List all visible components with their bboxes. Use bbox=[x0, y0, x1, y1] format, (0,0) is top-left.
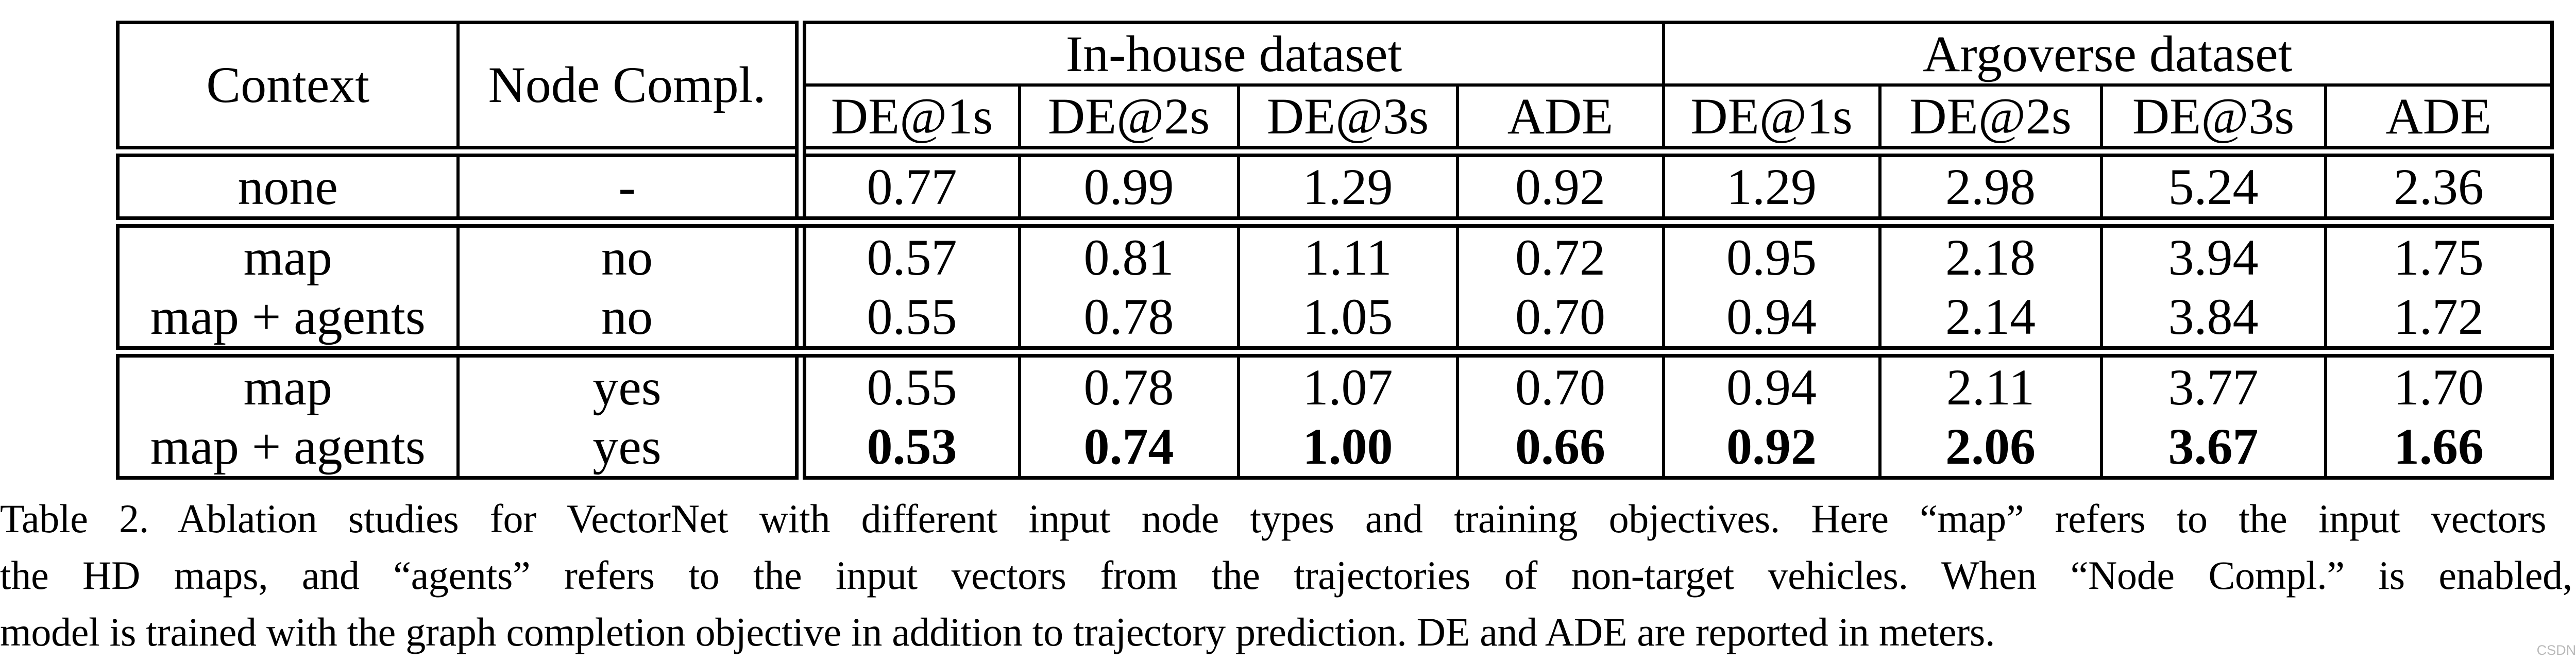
context-cell: none bbox=[116, 146, 460, 228]
node-compl-cell: - bbox=[456, 146, 802, 228]
node-compl-cell: no bbox=[456, 287, 802, 358]
metric-cell: 1.29 bbox=[1662, 146, 1882, 228]
metric-cell: 0.70 bbox=[1455, 287, 1665, 358]
col-header-node-compl: Node Compl. bbox=[456, 21, 802, 153]
metric-cell: 0.55 bbox=[794, 287, 1021, 358]
subcol-header-de2s: DE@2s bbox=[1018, 83, 1240, 153]
context-cell: map + agents bbox=[116, 417, 460, 480]
subcol-header-ade: ADE bbox=[2324, 83, 2554, 153]
metric-cell: 2.36 bbox=[2324, 146, 2554, 228]
metric-cell: 0.70 bbox=[1455, 350, 1665, 417]
metric-cell: 2.11 bbox=[1878, 350, 2103, 417]
metric-cell: 0.81 bbox=[1018, 221, 1240, 287]
metric-cell: 3.77 bbox=[2099, 350, 2327, 417]
metric-cell: 1.70 bbox=[2324, 350, 2554, 417]
metric-cell: 3.84 bbox=[2099, 287, 2327, 358]
metric-cell: 2.06 bbox=[1878, 417, 2103, 480]
metric-cell: 0.78 bbox=[1018, 287, 1240, 358]
table-row-map-agents-no: map + agents no 0.55 0.78 1.05 0.70 0.94… bbox=[116, 287, 2554, 358]
metric-cell: 1.00 bbox=[1236, 417, 1459, 480]
metric-cell: 1.75 bbox=[2324, 221, 2554, 287]
group-header-argoverse-dataset: Argoverse dataset bbox=[1662, 21, 2554, 87]
metric-cell: 0.72 bbox=[1455, 221, 1665, 287]
metric-cell: 1.66 bbox=[2324, 417, 2554, 480]
metric-cell: 3.94 bbox=[2099, 221, 2327, 287]
context-cell: map + agents bbox=[116, 287, 460, 358]
metric-cell: 0.77 bbox=[794, 146, 1021, 228]
header-row-metrics: DE@1s DE@2s DE@3s ADE DE@1s DE@2s DE@3s … bbox=[118, 83, 2554, 153]
metric-cell: 1.07 bbox=[1236, 350, 1459, 417]
node-compl-cell: no bbox=[456, 221, 802, 287]
metric-cell: 0.92 bbox=[1455, 146, 1665, 228]
metric-cell: 0.94 bbox=[1662, 287, 1882, 358]
subcol-header-de3s: DE@3s bbox=[2099, 83, 2327, 153]
subcol-header-de1s: DE@1s bbox=[1662, 83, 1882, 153]
col-header-context: Context bbox=[116, 21, 460, 153]
caption-line-1: Table 2. Ablation studies for VectorNet … bbox=[0, 496, 2576, 541]
metric-cell: 0.55 bbox=[794, 350, 1021, 417]
node-compl-cell: yes bbox=[456, 417, 802, 480]
metric-cell: 5.24 bbox=[2099, 146, 2327, 228]
group-header-inhouse-dataset: In-house dataset bbox=[794, 21, 1665, 87]
header-row-groups: Context Node Compl. In-house dataset Arg… bbox=[116, 21, 2554, 153]
metric-cell: 0.78 bbox=[1018, 350, 1240, 417]
metric-cell: 0.53 bbox=[794, 417, 1021, 480]
table-row-none: none - 0.77 0.99 1.29 0.92 1.29 2.98 5.2… bbox=[116, 146, 2554, 228]
table-caption: Table 2. Ablation studies for VectorNet … bbox=[0, 490, 2576, 660]
metric-cell: 0.99 bbox=[1018, 146, 1240, 228]
subcol-header-ade: ADE bbox=[1455, 83, 1665, 153]
subcol-header-de1s: DE@1s bbox=[794, 83, 1021, 153]
context-cell: map bbox=[116, 221, 460, 287]
node-compl-cell: yes bbox=[456, 350, 802, 417]
csdn-watermark: CSDN @光光同学 bbox=[2536, 642, 2576, 658]
table-row-map-agents-yes: map + agents yes 0.53 0.74 1.00 0.66 0.9… bbox=[116, 417, 2554, 480]
table-row-map-no: map no 0.57 0.81 1.11 0.72 0.95 2.18 3.9… bbox=[116, 221, 2554, 287]
context-cell: map bbox=[116, 350, 460, 417]
metric-cell: 1.72 bbox=[2324, 287, 2554, 358]
caption-line-3: model is trained with the graph completi… bbox=[0, 609, 1995, 654]
metric-cell: 2.14 bbox=[1878, 287, 2103, 358]
ablation-results-table: Context Node Compl. In-house dataset Arg… bbox=[116, 21, 2554, 480]
table-row-map-yes: map yes 0.55 0.78 1.07 0.70 0.94 2.11 3.… bbox=[116, 350, 2554, 417]
metric-cell: 3.67 bbox=[2099, 417, 2327, 480]
metric-cell: 0.66 bbox=[1455, 417, 1665, 480]
subcol-header-de3s: DE@3s bbox=[1236, 83, 1459, 153]
metric-cell: 1.05 bbox=[1236, 287, 1459, 358]
metric-cell: 1.11 bbox=[1236, 221, 1459, 287]
metric-cell: 2.18 bbox=[1878, 221, 2103, 287]
metric-cell: 0.74 bbox=[1018, 417, 1240, 480]
metric-cell: 0.92 bbox=[1662, 417, 1882, 480]
metric-cell: 2.98 bbox=[1878, 146, 2103, 228]
caption-line-2: the HD maps, and “agents” refers to the … bbox=[0, 553, 2576, 598]
metric-cell: 1.29 bbox=[1236, 146, 1459, 228]
subcol-header-de2s: DE@2s bbox=[1878, 83, 2103, 153]
metric-cell: 0.57 bbox=[794, 221, 1021, 287]
metric-cell: 0.94 bbox=[1662, 350, 1882, 417]
metric-cell: 0.95 bbox=[1662, 221, 1882, 287]
